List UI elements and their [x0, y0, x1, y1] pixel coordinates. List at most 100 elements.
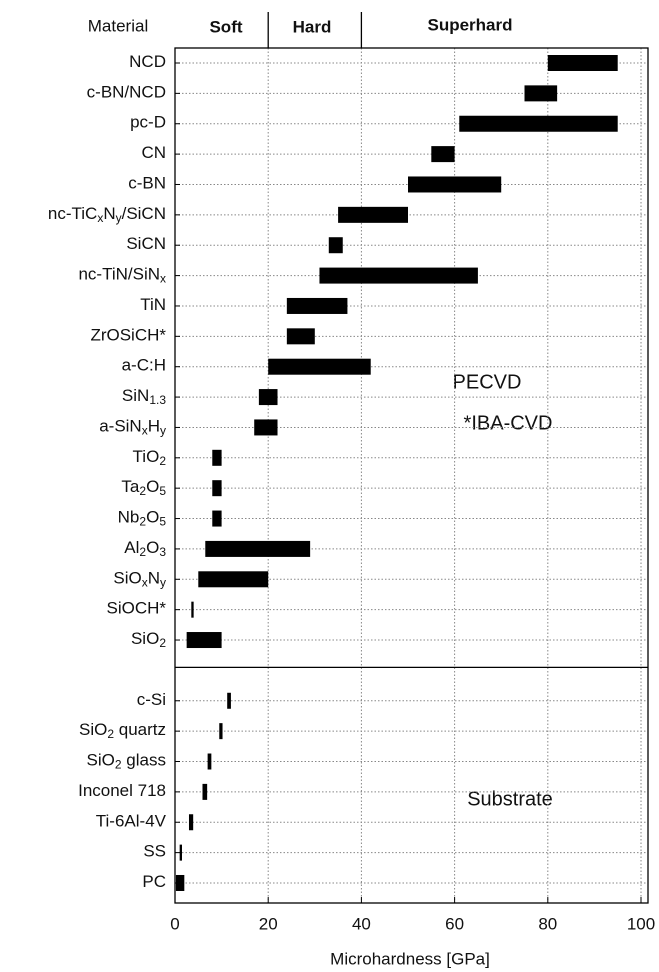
category-label: SiOCH*	[106, 599, 166, 618]
category-label: Inconel 718	[78, 781, 166, 800]
category-label: SS	[143, 842, 166, 861]
label-part: /SiCN	[122, 204, 166, 223]
category-label: TiN	[140, 295, 166, 314]
label-part: 2	[159, 454, 166, 468]
category-label: SiCN	[126, 235, 166, 254]
label-part: TiN	[140, 295, 166, 314]
range-bar	[338, 206, 409, 223]
label-part: SiO	[79, 721, 107, 740]
zone-label: Superhard	[427, 15, 512, 34]
label-part: SS	[143, 842, 166, 861]
label-part: nc-TiN/SiN	[78, 265, 160, 284]
x-tick-label: 60	[445, 914, 464, 933]
label-part: c-BN/NCD	[87, 83, 166, 102]
category-label: c-BN	[128, 174, 166, 193]
label-part: H	[148, 417, 160, 436]
range-bar	[202, 783, 208, 800]
category-label: Ti-6Al-4V	[96, 812, 167, 831]
category-label: SiO2 glass	[87, 751, 166, 772]
x-axis-label: Microhardness [GPa]	[330, 949, 490, 968]
label-part: Nb	[118, 508, 140, 527]
category-label: Nb2O5	[118, 508, 167, 529]
range-bar	[286, 297, 348, 314]
zone-label: Soft	[209, 17, 242, 36]
category-label: a-C:H	[122, 356, 166, 375]
label-part: N	[103, 204, 115, 223]
label-part: Al	[124, 538, 139, 557]
label-part: O	[146, 538, 159, 557]
category-label: nc-TiCxNy/SiCN	[48, 204, 166, 225]
range-bar	[547, 55, 618, 71]
category-label: SiN1.3	[122, 387, 166, 408]
range-bar	[188, 814, 194, 831]
range-bar	[431, 146, 455, 163]
label-part: c-Si	[137, 690, 166, 709]
label-part: y	[116, 211, 122, 225]
label-part: SiO	[113, 569, 141, 588]
label-part: 3	[159, 545, 166, 559]
category-label: SiO2	[131, 630, 166, 651]
label-part: 2	[139, 515, 146, 529]
plot-frame	[174, 47, 649, 904]
range-bar	[524, 85, 558, 102]
x-tick-label: 100	[627, 914, 655, 933]
range-bar	[179, 844, 182, 861]
label-part: ZrOSiCH*	[90, 326, 166, 345]
category-label: NCD	[129, 52, 166, 71]
range-bar	[258, 389, 278, 406]
range-bar	[254, 419, 278, 436]
label-part: Inconel 718	[78, 781, 166, 800]
range-bar	[207, 753, 212, 770]
annotation: Substrate	[467, 788, 553, 810]
category-label: SiOxNy	[113, 569, 166, 590]
range-bar	[212, 510, 222, 527]
label-part: quartz	[114, 721, 166, 740]
label-part: nc-TiC	[48, 204, 97, 223]
label-part: TiO	[133, 447, 160, 466]
label-part: a-C:H	[122, 356, 166, 375]
category-label: nc-TiN/SiNx	[78, 265, 166, 286]
category-label: SiO2 quartz	[79, 721, 166, 742]
label-part: glass	[122, 751, 166, 770]
category-label: TiO2	[133, 447, 167, 468]
label-part: 2	[159, 636, 166, 650]
label-part: O	[146, 508, 159, 527]
range-bar	[212, 449, 222, 466]
label-part: x	[142, 424, 148, 438]
category-label: c-BN/NCD	[87, 83, 166, 102]
range-bar	[328, 237, 343, 254]
x-tick-label: 80	[538, 914, 557, 933]
range-bar	[205, 540, 311, 557]
label-part: NCD	[129, 52, 166, 71]
label-part: SiN	[122, 387, 149, 406]
label-part: x	[97, 211, 103, 225]
label-part: pc-D	[130, 113, 166, 132]
category-label: pc-D	[130, 113, 166, 132]
label-part: a-SiN	[99, 417, 142, 436]
zone-label: Hard	[293, 17, 332, 36]
label-part: PC	[142, 872, 166, 891]
range-bar	[219, 723, 223, 740]
range-bar	[408, 176, 502, 193]
range-bar	[319, 267, 478, 284]
label-part: SiCN	[126, 235, 166, 254]
label-part: c-BN	[128, 174, 166, 193]
label-part: 5	[159, 515, 166, 529]
x-tick-label: 20	[259, 914, 278, 933]
label-part: SiO	[131, 630, 159, 649]
range-bar	[212, 480, 222, 497]
x-tick-label: 0	[170, 914, 179, 933]
label-part: x	[160, 272, 166, 286]
label-part: y	[160, 576, 166, 590]
category-title: Material	[88, 16, 148, 35]
range-bar	[268, 358, 371, 375]
label-part: Ti-6Al-4V	[96, 812, 167, 831]
label-part: 2	[107, 727, 114, 741]
category-label: ZrOSiCH*	[90, 326, 166, 345]
label-part: 2	[115, 758, 122, 772]
label-part: x	[142, 576, 148, 590]
label-part: 2	[139, 545, 146, 559]
category-label: c-Si	[137, 690, 166, 709]
range-bar	[286, 328, 315, 345]
range-bar	[198, 571, 269, 588]
